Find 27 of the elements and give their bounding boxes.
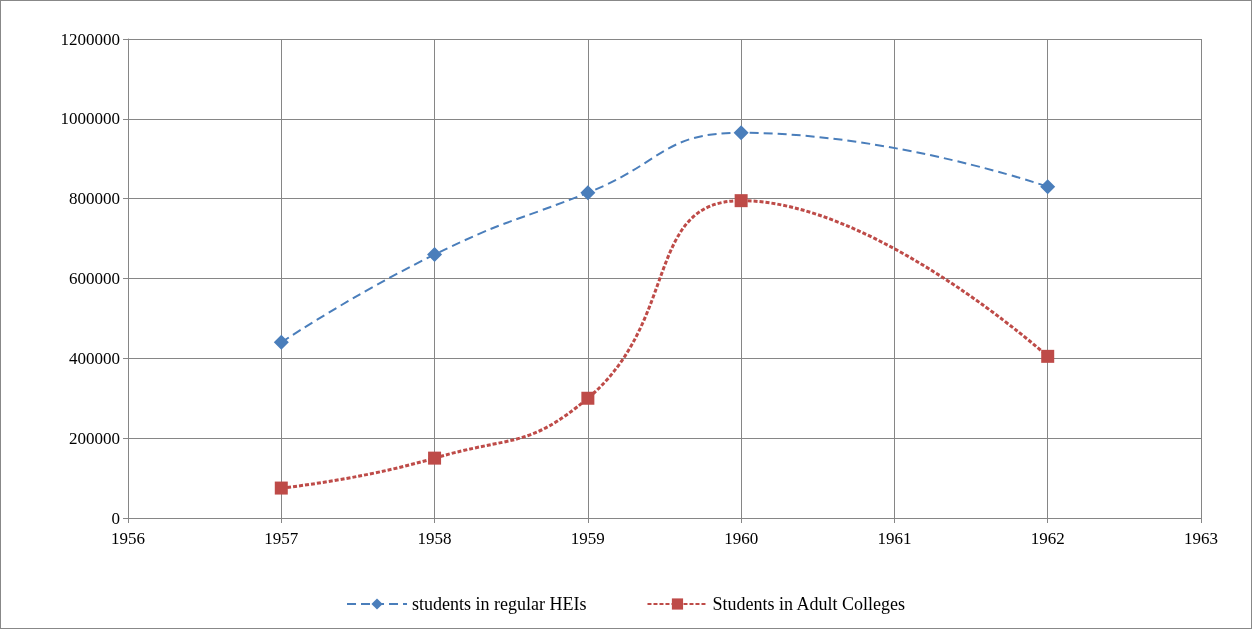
legend-label: students in regular HEIs <box>412 594 587 614</box>
x-tick-label: 1958 <box>417 529 452 548</box>
point <box>734 194 748 208</box>
y-tick-label: 1000000 <box>60 109 120 129</box>
x-tick-label: 1961 <box>877 529 912 548</box>
y-tick-label: 600000 <box>69 269 120 288</box>
point <box>580 185 596 201</box>
point <box>427 247 443 263</box>
point <box>274 481 288 495</box>
y-tick-label: 400000 <box>69 348 120 368</box>
x-tick-label: 1959 <box>570 529 605 548</box>
x-tick-label: 1956 <box>111 529 145 548</box>
point <box>1040 179 1056 195</box>
legend-label: Students in Adult Colleges <box>712 594 905 614</box>
x-tick-label: 1960 <box>724 529 759 548</box>
y-tick-label: 1200000 <box>60 29 120 49</box>
point <box>581 391 595 405</box>
x-tick-label: 1957 <box>264 529 299 548</box>
point <box>733 125 749 141</box>
point <box>428 451 442 465</box>
y-tick-label: 0 <box>111 508 120 528</box>
point <box>273 334 289 350</box>
point <box>1041 349 1055 363</box>
y-tick-label: 800000 <box>69 189 120 209</box>
x-tick-label: 1962 <box>1030 529 1065 548</box>
x-tick-label: 1963 <box>1184 529 1218 548</box>
y-tick-label: 200000 <box>69 428 120 448</box>
